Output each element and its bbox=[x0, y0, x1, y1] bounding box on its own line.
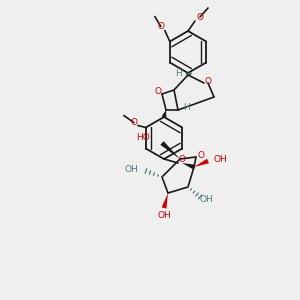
Polygon shape bbox=[162, 110, 167, 118]
Text: OH: OH bbox=[157, 211, 171, 220]
Polygon shape bbox=[182, 163, 195, 169]
Polygon shape bbox=[194, 159, 209, 167]
Text: O: O bbox=[154, 88, 161, 97]
Text: OH: OH bbox=[124, 164, 138, 173]
Polygon shape bbox=[162, 193, 168, 208]
Text: H: H bbox=[184, 103, 190, 112]
Polygon shape bbox=[160, 141, 180, 159]
Text: O: O bbox=[130, 118, 137, 127]
Text: HO: HO bbox=[136, 133, 150, 142]
Text: OH: OH bbox=[199, 196, 213, 205]
Text: O: O bbox=[178, 155, 185, 164]
Text: O: O bbox=[197, 151, 205, 160]
Text: H: H bbox=[175, 70, 182, 79]
Text: O: O bbox=[205, 77, 212, 86]
Text: O: O bbox=[196, 13, 203, 22]
Text: O: O bbox=[157, 22, 164, 31]
Text: OH: OH bbox=[214, 154, 228, 164]
